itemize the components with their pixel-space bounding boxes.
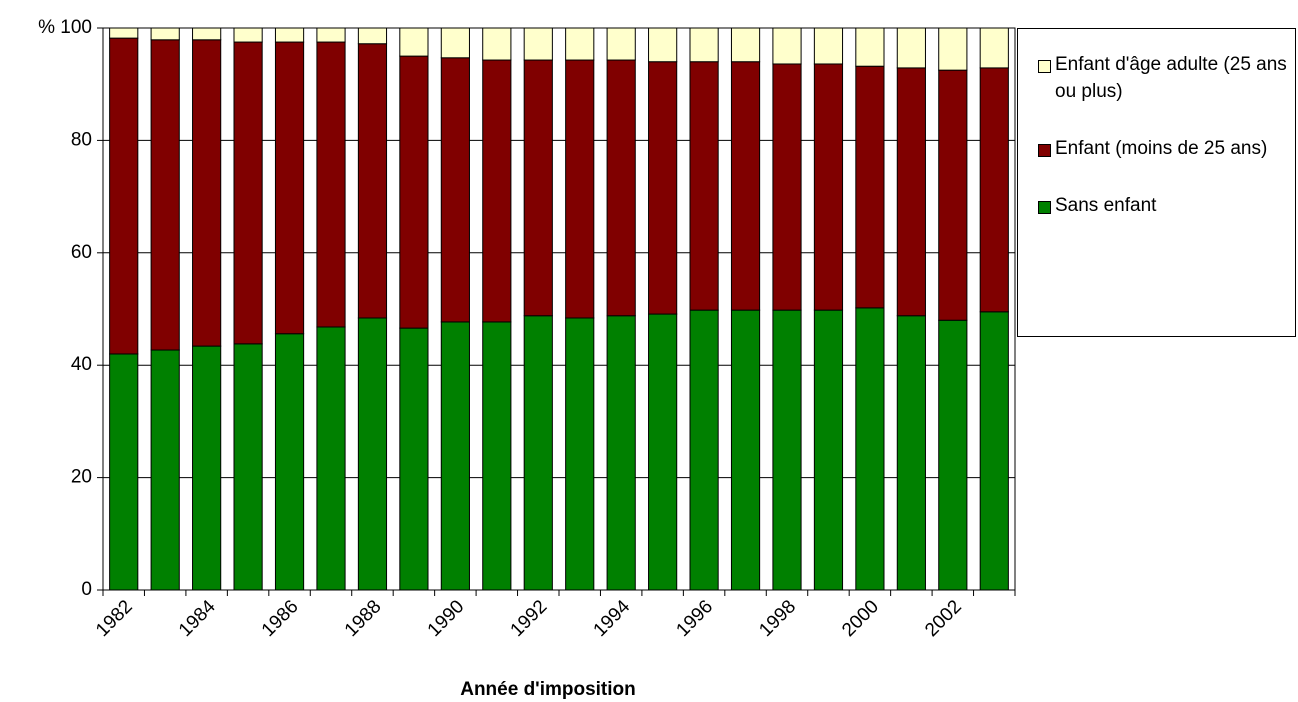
bar-segment [357, 43, 388, 319]
bar-segment [896, 27, 926, 69]
x-tick-label: 1984 [175, 596, 220, 641]
bar-segment [855, 65, 885, 309]
bar-segment [233, 41, 263, 345]
bar-segment [896, 67, 926, 317]
bar-segment [399, 327, 429, 591]
legend-label: Enfant (moins de 25 ans) [1055, 138, 1268, 159]
bar-segment [150, 39, 180, 351]
bar-segment [813, 63, 844, 311]
x-tick-label: 1990 [424, 596, 469, 641]
legend-item: Enfant d'âge adulte (25 ans ou plus) [1038, 51, 1295, 105]
x-tick-label: 2002 [921, 596, 966, 641]
bar-segment [730, 309, 761, 591]
bar-segment [523, 315, 553, 591]
bar-segment [482, 59, 512, 323]
legend-label: Enfant d'âge adulte (25 ans ou plus) [1055, 54, 1287, 102]
bar-segment [150, 27, 180, 41]
bar-segment [855, 27, 885, 67]
bar-segment [316, 41, 346, 328]
bar-segment [233, 27, 263, 43]
bar-segment [979, 311, 1009, 591]
bar-segment [523, 27, 553, 61]
bar-segment [233, 343, 263, 591]
bar-segment [440, 27, 470, 59]
x-axis-title: Année d'imposition [460, 679, 636, 700]
y-tick-label: 80 [71, 129, 92, 150]
bar-segment [938, 319, 968, 591]
bar-segment [357, 317, 388, 591]
plot-border [102, 27, 1016, 591]
bar-segment [813, 309, 844, 591]
bar-segment [274, 41, 305, 335]
bar-segment [150, 349, 180, 591]
bar-segment [772, 309, 802, 591]
bar-segment [855, 307, 885, 591]
bar-segment [689, 309, 719, 591]
bar-segment [109, 37, 139, 355]
bar-segment [357, 27, 388, 45]
legend-swatch [1038, 201, 1051, 214]
bar-segment [440, 321, 470, 591]
bar-segment [648, 313, 678, 591]
bar-segment [648, 61, 678, 315]
bar-segment [938, 27, 968, 71]
y-tick-label: 20 [71, 467, 92, 488]
x-tick-label: 1986 [258, 596, 303, 641]
bar-segment [689, 61, 719, 311]
legend-swatch [1038, 60, 1051, 73]
x-tick-label: 1982 [92, 596, 137, 641]
y-tick-label: 0 [81, 579, 92, 600]
bar-segment [482, 321, 512, 591]
legend-item: Enfant (moins de 25 ans) [1038, 135, 1295, 162]
y-tick-label: 40 [71, 354, 92, 375]
bar-segment [109, 353, 139, 591]
bar-segment [606, 59, 636, 317]
bar-segment [730, 61, 761, 311]
bar-segment [274, 27, 305, 43]
bar-segment [896, 315, 926, 591]
bar-segment [316, 326, 346, 591]
bar-segment [689, 27, 719, 63]
bar-segment [730, 27, 761, 63]
bar-segment [109, 27, 139, 39]
legend-item: Sans enfant [1038, 192, 1295, 219]
x-tick-label: 1992 [507, 596, 552, 641]
x-tick-label: 1994 [590, 596, 635, 641]
x-tick-label: 1988 [341, 596, 386, 641]
bar-segment [648, 27, 678, 63]
bar-segment [316, 27, 346, 43]
legend-swatch [1038, 144, 1051, 157]
x-tick-label: 2000 [838, 596, 883, 641]
bar-segment [440, 57, 470, 323]
bar-segment [399, 55, 429, 329]
bar-segment [192, 345, 222, 591]
bar-segment [979, 67, 1009, 313]
bar-segment [606, 315, 636, 591]
bar-segment [772, 27, 802, 65]
x-tick-label: 1998 [755, 596, 800, 641]
bar-segment [813, 27, 844, 65]
legend-label: Sans enfant [1055, 195, 1157, 216]
bar-segment [399, 27, 429, 57]
bar-segment [772, 63, 802, 311]
bar-segment [274, 333, 305, 591]
y-tick-label: 60 [71, 242, 92, 263]
bar-segment [565, 59, 595, 319]
legend: Enfant d'âge adulte (25 ans ou plus) Enfa… [1017, 28, 1296, 337]
bar-segment [979, 27, 1009, 69]
bar-segment [523, 59, 553, 317]
bar-segment [606, 27, 636, 61]
y-tick-label: % 100 [38, 17, 92, 38]
bar-segment [938, 69, 968, 321]
bar-segment [565, 317, 595, 591]
bar-segment [192, 27, 222, 41]
x-tick-label: 1996 [672, 596, 717, 641]
bar-segment [192, 39, 222, 347]
bar-segment [565, 27, 595, 61]
bar-segment [482, 27, 512, 61]
